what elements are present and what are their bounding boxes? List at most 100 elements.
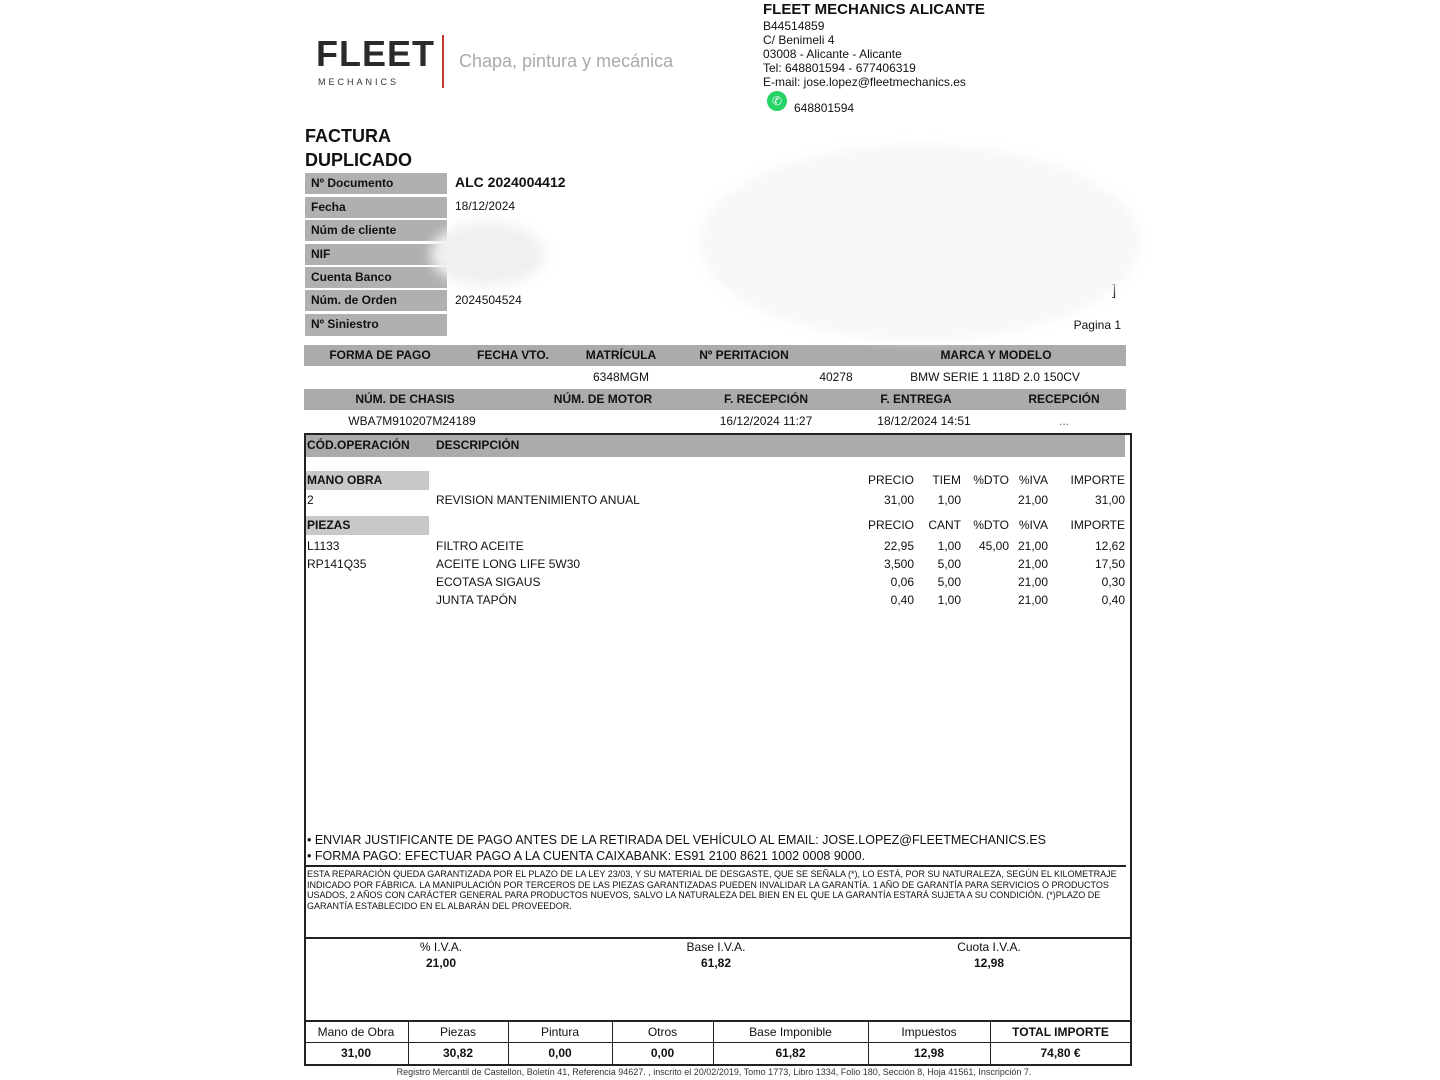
row-dto: 45,00 [978,539,1009,553]
row-desc: REVISION MANTENIMIENTO ANUAL [436,493,640,507]
row-qty: 5,00 [937,557,961,571]
row-qty: 1,00 [937,593,961,607]
row-importe: 0,30 [1101,575,1125,589]
field-label-cuenta: Cuenta Banco [305,267,447,288]
row-desc: JUNTA TAPÓN [436,593,517,607]
row-iva: 21,00 [1017,493,1048,507]
row-iva: 21,00 [1017,539,1048,553]
hdr-f-entrega: F. ENTREGA [880,392,952,406]
row-importe: 12,62 [1094,539,1125,553]
hdr-recepcion: RECEPCIÓN [1028,392,1100,406]
val-matricula: 6348MGM [592,370,650,384]
hdr-marca-modelo: MARCA Y MODELO [940,348,1052,362]
logo-brand: FLEET [316,33,435,74]
company-email: E-mail: jose.lopez@fleetmechanics.es [763,75,966,89]
row-code: 2 [307,493,314,507]
note-payment: • FORMA PAGO: EFECTUAR PAGO A LA CUENTA … [307,849,866,863]
row-importe: 0,40 [1101,593,1125,607]
field-value-documento: ALC 2024004412 [455,174,566,190]
divider [508,1021,509,1065]
hdr-peritacion: Nº PERITACION [699,348,789,362]
company-address: C/ Benimeli 4 [763,33,835,47]
logo-divider [442,35,444,88]
row-qty: 1,00 [937,493,961,507]
hdr-descripcion: DESCRIPCIÓN [436,438,520,452]
hdr-matricula: MATRÍCULA [585,348,657,362]
vehicle-header-1 [304,345,1126,366]
totals-value: 12,98 [913,1046,945,1060]
company-tel: Tel: 648801594 - 677406319 [763,61,916,75]
row-precio: 31,00 [883,493,914,507]
iva-pct-value: 21,00 [425,956,457,970]
row-code: L1133 [307,539,340,553]
hdr-motor: NÚM. DE MOTOR [553,392,653,406]
col-cant: CANT [928,518,961,532]
divider [304,1042,1132,1043]
val-f-entrega: 18/12/2024 14:51 [877,414,971,428]
field-label-orden: Núm. de Orden [305,290,447,311]
row-desc: ACEITE LONG LIFE 5W30 [436,557,581,571]
field-label-nif: NIF [305,244,447,265]
row-importe: 17,50 [1094,557,1125,571]
totals-value: 31,00 [340,1046,372,1060]
items-header [306,435,1125,457]
doc-title: FACTURA [305,126,391,146]
totals-value: 30,82 [442,1046,474,1060]
section-parts-title: PIEZAS [307,518,351,532]
field-value-orden: 2024504524 [455,293,522,307]
company-name: FLEET MECHANICS ALICANTE [763,1,985,18]
company-city: 03008 - Alicante - Alicante [763,47,902,61]
divider [408,1021,409,1065]
field-value-fecha: 18/12/2024 [455,199,516,213]
col-importe: IMPORTE [1070,518,1125,532]
col-importe: IMPORTE [1070,473,1125,487]
redaction-blob [700,145,1140,340]
iva-pct-label: % I.V.A. [419,940,463,954]
section-parts [306,516,429,535]
totals-value: 61,82 [775,1046,806,1060]
val-f-recepcion: 16/12/2024 11:27 [719,414,813,428]
iva-base-label: Base I.V.A. [686,940,746,954]
row-iva: 21,00 [1017,593,1048,607]
totals-header: Impuestos [901,1025,957,1039]
col-dto: %DTO [973,518,1009,532]
redaction-blob [430,222,545,286]
items-box [304,433,1132,1066]
whatsapp-icon: ✆ [767,91,787,111]
row-iva: 21,00 [1017,575,1048,589]
page-number: Pagina 1 [1073,318,1121,332]
section-labor [306,471,429,490]
row-qty: 5,00 [937,575,961,589]
row-precio: 0,06 [890,575,914,589]
totals-header: Piezas [439,1025,477,1039]
totals-header: Base Imponible [749,1025,832,1039]
row-desc: ECOTASA SIGAUS [436,575,541,589]
row-precio: 3,500 [883,557,914,571]
val-marca-modelo: BMW SERIE 1 118D 2.0 150CV [910,370,1080,384]
iva-base-value: 61,82 [700,956,732,970]
val-peritacion: 40278 [819,370,853,384]
iva-cuota-label: Cuota I.V.A. [957,940,1021,954]
totals-header: Otros [647,1025,678,1039]
totals-header: Mano de Obra [317,1025,395,1039]
row-importe: 31,00 [1094,493,1125,507]
field-label-cliente: Núm de cliente [305,220,447,241]
col-precio: PRECIO [867,518,914,532]
divider [304,937,1132,939]
col-dto: %DTO [973,473,1009,487]
doc-subtitle: DUPLICADO [305,150,412,170]
row-iva: 21,00 [1017,557,1048,571]
divider [612,1021,613,1065]
row-desc: FILTRO ACEITE [436,539,524,553]
divider [306,865,1126,867]
whatsapp-number: 648801594 [794,101,855,115]
divider [868,1021,869,1065]
divider [304,1020,1132,1022]
logo-tagline: Chapa, pintura y mecánica [459,51,674,71]
hdr-fecha-vto: FECHA VTO. [476,348,550,362]
note-email: • ENVIAR JUSTIFICANTE DE PAGO ANTES DE L… [307,833,1047,847]
section-labor-title: MANO OBRA [307,473,383,487]
bracket-mark: ] [1112,282,1117,299]
footer-registry: Registro Mercantil de Castellon, Boletín… [396,1067,1032,1077]
hdr-forma-pago: FORMA DE PAGO [329,348,431,362]
